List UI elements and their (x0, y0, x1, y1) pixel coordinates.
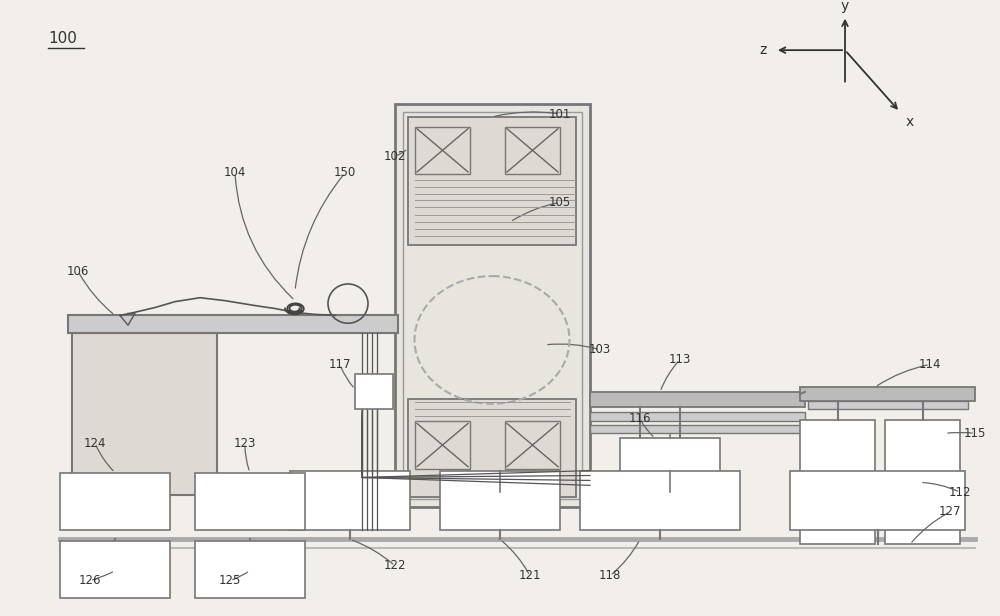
Bar (580, 471, 740, 530)
Text: 122: 122 (384, 559, 406, 572)
Text: 123: 123 (234, 437, 256, 450)
Text: 114: 114 (919, 358, 941, 371)
Text: 101: 101 (549, 108, 571, 121)
Bar (800, 485, 875, 545)
Text: z: z (759, 43, 767, 57)
Bar (590, 426, 805, 433)
Bar (60, 472, 170, 530)
Bar (790, 471, 965, 530)
Bar (800, 387, 975, 401)
Bar (590, 411, 805, 421)
Bar (885, 419, 960, 479)
Bar (395, 104, 590, 507)
Text: 112: 112 (949, 486, 971, 499)
Bar (403, 112, 582, 499)
Text: 117: 117 (329, 358, 351, 371)
Bar (590, 392, 805, 407)
Text: 124: 124 (84, 437, 106, 450)
Bar (290, 471, 410, 530)
Text: 116: 116 (629, 412, 651, 425)
Bar (355, 375, 393, 409)
Text: 100: 100 (48, 31, 77, 46)
Text: y: y (841, 0, 849, 13)
Text: 126: 126 (79, 574, 101, 587)
Text: 125: 125 (219, 574, 241, 587)
Bar (440, 471, 560, 530)
Bar (505, 421, 560, 469)
Text: 104: 104 (224, 166, 246, 179)
Bar (505, 127, 560, 174)
Text: 121: 121 (519, 569, 541, 582)
Bar (415, 421, 470, 469)
Bar (195, 472, 305, 530)
Text: x: x (906, 115, 914, 129)
Text: 106: 106 (67, 265, 89, 278)
Bar (408, 399, 576, 497)
Text: 105: 105 (549, 196, 571, 209)
Bar (72, 333, 217, 495)
Bar (60, 541, 170, 598)
Text: 103: 103 (589, 343, 611, 356)
Bar (415, 127, 470, 174)
Bar (808, 401, 968, 409)
Text: 102: 102 (384, 150, 406, 163)
Text: 115: 115 (964, 427, 986, 440)
Bar (408, 117, 576, 245)
Bar (800, 419, 875, 479)
Bar (195, 541, 305, 598)
Text: 150: 150 (334, 166, 356, 179)
Text: 127: 127 (939, 505, 961, 519)
Bar (885, 485, 960, 545)
Bar (68, 315, 398, 333)
Text: 118: 118 (599, 569, 621, 582)
Text: 113: 113 (669, 353, 691, 366)
Bar (620, 438, 720, 492)
